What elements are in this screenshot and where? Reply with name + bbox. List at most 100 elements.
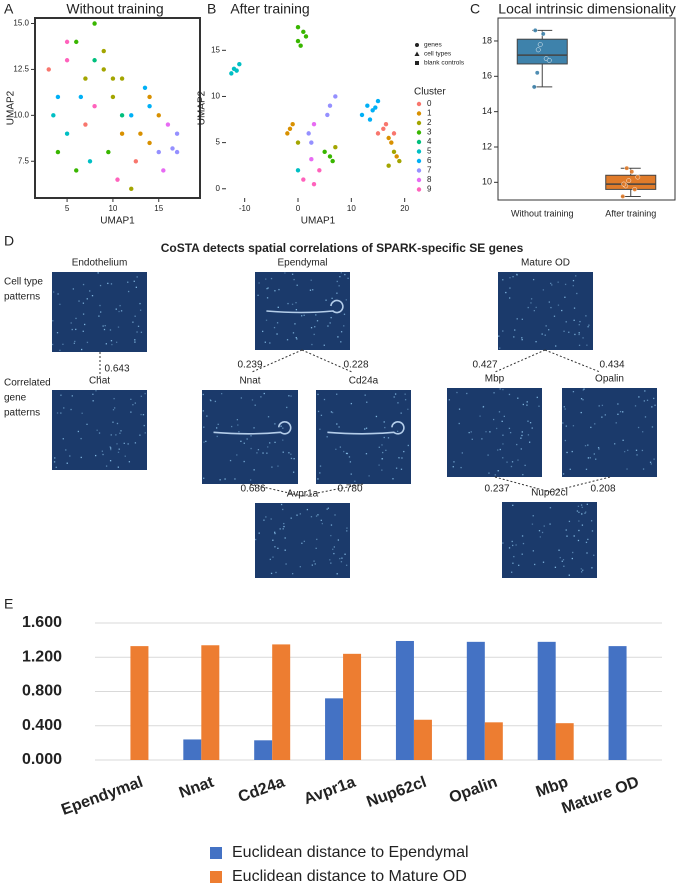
- pattern-speck: [290, 457, 293, 460]
- pattern-speck: [319, 465, 322, 467]
- point: [87, 159, 93, 164]
- row-label: patterns: [4, 408, 40, 419]
- tile-label: Endothelium: [72, 258, 128, 269]
- pattern-speck: [382, 451, 384, 454]
- pattern-speck: [590, 520, 593, 522]
- pattern-speck: [582, 337, 584, 339]
- pattern-speck: [468, 431, 470, 434]
- bar: [272, 644, 291, 760]
- pattern-speck: [541, 531, 544, 534]
- legend-title: Cluster: [414, 87, 446, 98]
- pattern-speck: [549, 507, 552, 509]
- pattern-speck: [407, 408, 409, 410]
- pattern-speck: [327, 325, 329, 327]
- pattern-speck: [583, 388, 585, 390]
- pattern-speck: [573, 535, 575, 537]
- legend-label: 0: [427, 99, 432, 108]
- pattern-speck: [323, 398, 326, 401]
- pattern-speck: [568, 331, 570, 333]
- pattern-speck: [577, 539, 580, 542]
- pattern-speck: [117, 451, 120, 453]
- pattern-speck: [527, 434, 530, 436]
- pattern-speck: [274, 546, 276, 548]
- pattern-speck: [521, 318, 523, 320]
- bar: [201, 645, 220, 760]
- point: [237, 61, 242, 67]
- pattern-speck: [317, 478, 319, 480]
- pattern-speck: [508, 427, 511, 430]
- pattern-speck: [590, 426, 592, 429]
- pattern-speck: [594, 423, 596, 425]
- pattern-speck: [481, 438, 483, 440]
- pattern-speck: [116, 443, 118, 445]
- point: [322, 149, 327, 155]
- pattern-tile: [498, 272, 593, 350]
- pattern-speck: [95, 454, 97, 457]
- pattern-speck: [381, 444, 383, 446]
- correlation-label: 0.228: [343, 360, 368, 371]
- pattern-speck: [522, 542, 525, 545]
- pattern-speck: [595, 458, 597, 460]
- point: [295, 38, 301, 44]
- row-label: Cell type: [4, 277, 43, 288]
- legend-label: Euclidean distance to Mature OD: [232, 868, 467, 885]
- pattern-speck: [60, 394, 62, 396]
- pattern-speck: [614, 443, 616, 445]
- pattern-speck: [551, 284, 553, 286]
- plot-frame: [34, 17, 201, 199]
- pattern-speck: [407, 444, 409, 447]
- point: [370, 108, 375, 113]
- pattern-speck: [236, 419, 239, 421]
- pattern-speck: [578, 529, 580, 532]
- pattern-speck: [346, 527, 348, 529]
- pattern-speck: [557, 304, 560, 306]
- pattern-speck: [510, 465, 513, 468]
- y-axis-label: UMAP2: [6, 90, 17, 125]
- pattern-speck: [270, 572, 273, 575]
- pattern-speck: [144, 392, 146, 395]
- pattern-speck: [127, 290, 130, 293]
- pattern-speck: [524, 464, 526, 467]
- pattern-speck: [345, 299, 347, 301]
- pattern-speck: [203, 441, 205, 443]
- pattern-speck: [98, 315, 100, 317]
- legend-label: 3: [427, 128, 432, 137]
- pattern-speck: [576, 510, 579, 512]
- pattern-speck: [580, 398, 583, 400]
- pattern-speck: [317, 410, 320, 413]
- pattern-speck: [521, 431, 523, 433]
- point: [64, 39, 70, 45]
- point: [532, 27, 538, 33]
- pattern-speck: [317, 393, 319, 396]
- pattern-speck: [134, 341, 136, 343]
- pattern-speck: [57, 293, 59, 295]
- point: [46, 67, 51, 72]
- pattern-speck: [347, 277, 349, 280]
- pattern-speck: [381, 458, 384, 460]
- panel-title: Local intrinsic dimensionality: [498, 1, 675, 17]
- legend-swatch: [416, 168, 422, 173]
- pattern-speck: [340, 341, 342, 343]
- point: [397, 158, 402, 164]
- pattern-speck: [310, 279, 312, 281]
- legend-label: 8: [427, 175, 432, 184]
- pattern-speck: [283, 522, 285, 525]
- pattern-speck: [72, 288, 75, 290]
- pattern-speck: [316, 538, 318, 541]
- pattern-speck: [270, 518, 272, 520]
- pattern-speck: [249, 479, 252, 481]
- pattern-speck: [330, 562, 332, 564]
- legend-swatch: [416, 111, 422, 116]
- pattern-speck: [110, 447, 112, 449]
- pattern-speck: [236, 454, 238, 456]
- pattern-speck: [311, 564, 313, 566]
- point: [301, 177, 306, 182]
- pattern-speck: [550, 306, 552, 309]
- point: [375, 98, 381, 104]
- pattern-speck: [263, 519, 265, 521]
- pattern-speck: [274, 290, 276, 292]
- pattern-speck: [295, 336, 297, 339]
- y-tick-label: 7.5: [18, 156, 30, 165]
- pattern-speck: [582, 399, 584, 401]
